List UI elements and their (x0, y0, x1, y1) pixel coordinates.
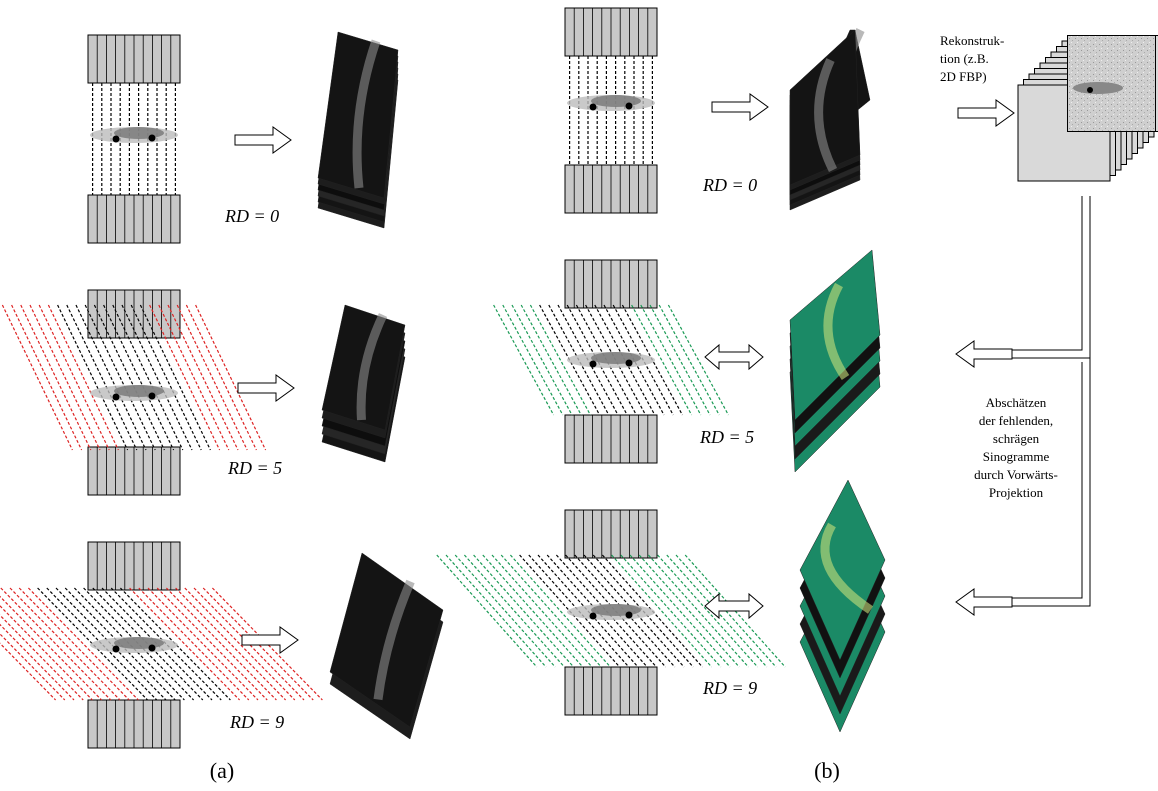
arrow (235, 127, 291, 153)
ray (2, 305, 72, 450)
object (149, 393, 156, 400)
object (114, 385, 164, 397)
object (626, 612, 633, 619)
object (626, 360, 633, 367)
ray (455, 555, 555, 667)
ray (0, 588, 74, 700)
object (1073, 82, 1123, 94)
arrow (242, 627, 298, 653)
note-line: 2D FBP) (940, 69, 987, 84)
ray (0, 588, 56, 700)
note-line: schrägen (993, 431, 1040, 446)
object (114, 637, 164, 649)
ray (512, 305, 572, 415)
ray (0, 588, 102, 700)
object (113, 646, 120, 653)
arrow (238, 375, 294, 401)
note-line: tion (z.B. (940, 51, 989, 66)
arrow (956, 589, 1012, 615)
rd-label: RD = 5 (227, 458, 282, 478)
arrow (956, 341, 1012, 367)
ray (474, 555, 574, 667)
panel-label: (b) (814, 758, 840, 783)
rd-label: RD = 5 (699, 427, 754, 447)
ray (186, 305, 256, 450)
ray (503, 305, 563, 415)
figure: (a) (b) RD = 0 RD = 5 RD = 9 RD = 0 RD =… (0, 0, 1158, 791)
object (149, 135, 156, 142)
object (114, 127, 164, 139)
ray (177, 305, 247, 450)
ray (494, 305, 554, 415)
arrow (958, 100, 1014, 126)
object (113, 394, 120, 401)
object (590, 613, 597, 620)
note-line: Projektion (989, 485, 1044, 500)
ray (21, 305, 91, 450)
object (113, 136, 120, 143)
ray (650, 305, 710, 415)
note-line: durch Vorwärts- (974, 467, 1058, 482)
connector-gap (1083, 351, 1089, 357)
object (626, 103, 633, 110)
rd-label: RD = 9 (229, 712, 284, 732)
ray (464, 555, 564, 667)
note-line: Rekonstruk- (940, 33, 1004, 48)
object (590, 104, 597, 111)
note-line: der fehlenden, (979, 413, 1053, 428)
ray (0, 588, 92, 700)
ray (437, 555, 537, 667)
ray (0, 588, 83, 700)
object (591, 95, 641, 107)
ray (196, 305, 266, 450)
rd-label: RD = 9 (702, 678, 757, 698)
object (1087, 87, 1093, 93)
rd-label: RD = 0 (224, 206, 279, 226)
object (591, 352, 641, 364)
object (590, 361, 597, 368)
rd-label: RD = 0 (702, 175, 757, 195)
object (149, 645, 156, 652)
note-line: Abschätzen (986, 395, 1047, 410)
arrow (705, 345, 763, 369)
diagram-layer (0, 8, 1158, 748)
arrow (712, 94, 768, 120)
panel-label: (a) (210, 758, 234, 783)
object (591, 604, 641, 616)
ray (446, 555, 546, 667)
note-line: Sinogramme (983, 449, 1050, 464)
ray (12, 305, 82, 450)
